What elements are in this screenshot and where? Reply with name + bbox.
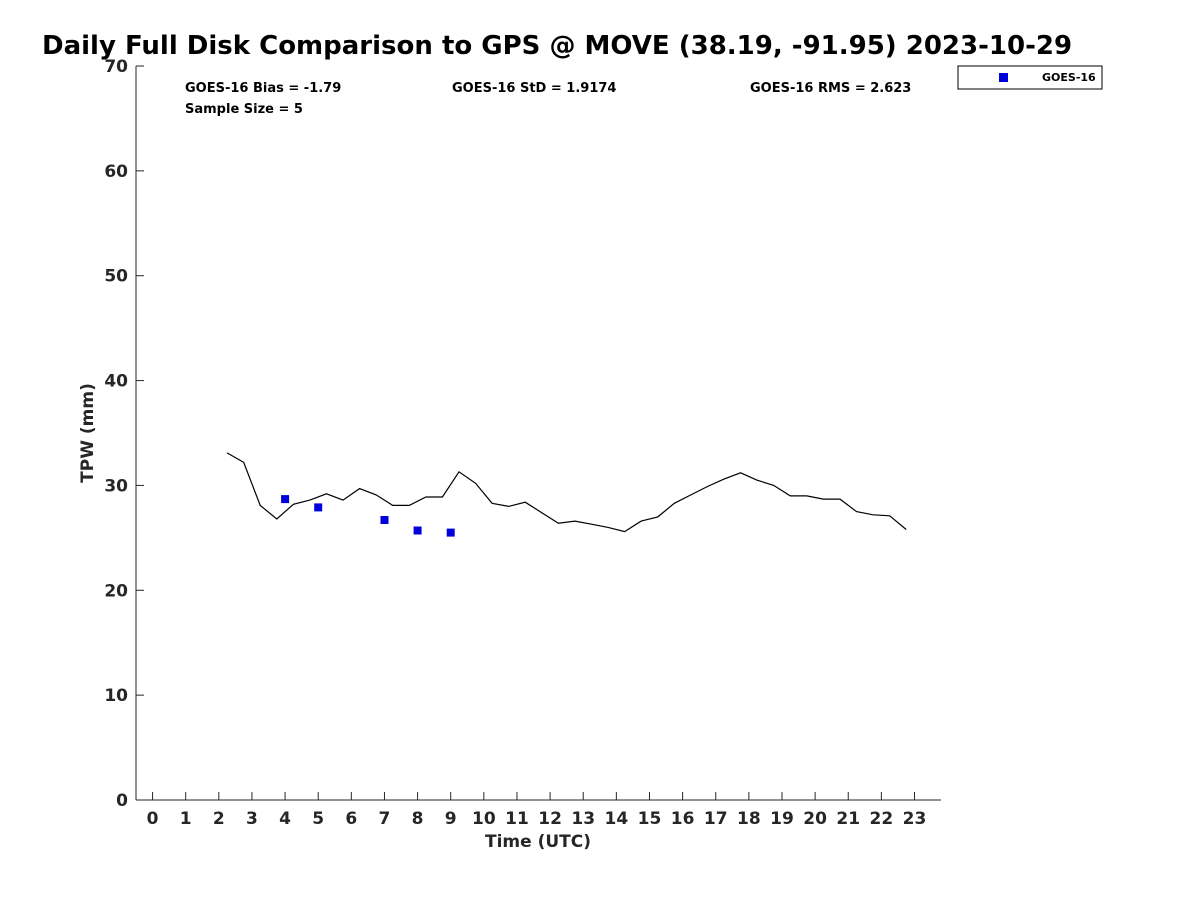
y-tick-label: 60 — [104, 162, 128, 182]
x-tick-label: 11 — [505, 809, 529, 829]
legend-label-goes16: GOES-16 — [1042, 71, 1096, 84]
y-axis-label: TPW (mm) — [78, 383, 98, 483]
x-tick-label: 12 — [538, 809, 562, 829]
x-axis-label: Time (UTC) — [485, 832, 591, 852]
y-tick-label: 10 — [104, 686, 128, 706]
y-tick-label: 40 — [104, 372, 128, 392]
legend: GOES-16 — [957, 65, 1103, 90]
x-tick-label: 3 — [246, 809, 258, 829]
x-tick-label: 20 — [803, 809, 827, 829]
goes16-point — [314, 503, 323, 512]
sample-size-stat: Sample Size = 5 — [185, 102, 303, 117]
x-tick-label: 1 — [180, 809, 192, 829]
x-tick-label: 13 — [571, 809, 595, 829]
x-tick-label: 9 — [445, 809, 457, 829]
legend-marker-goes16 — [999, 73, 1008, 82]
std-stat: GOES-16 StD = 1.9174 — [452, 81, 616, 96]
x-tick-label: 4 — [279, 809, 291, 829]
x-tick-label: 15 — [638, 809, 662, 829]
x-tick-label: 2 — [213, 809, 225, 829]
chart-title: Daily Full Disk Comparison to GPS @ MOVE… — [42, 31, 1072, 61]
goes16-point — [446, 528, 455, 537]
x-tick-label: 18 — [737, 809, 761, 829]
x-tick-label: 5 — [312, 809, 324, 829]
legend-box — [957, 65, 1103, 90]
y-tick-label: 0 — [116, 791, 128, 811]
y-tick-label: 50 — [104, 267, 128, 287]
x-tick-label: 8 — [412, 809, 424, 829]
y-tick-label: 20 — [104, 581, 128, 601]
x-tick-label: 21 — [836, 809, 860, 829]
x-tick-label: 7 — [379, 809, 391, 829]
y-tick-label: 30 — [104, 476, 128, 496]
x-tick-label: 16 — [671, 809, 695, 829]
x-tick-label: 14 — [605, 809, 629, 829]
bias-stat: GOES-16 Bias = -1.79 — [185, 81, 341, 96]
x-tick-label: 17 — [704, 809, 728, 829]
rms-stat: GOES-16 RMS = 2.623 — [750, 81, 911, 96]
gps-tpw-line — [226, 452, 907, 533]
plot-area — [226, 452, 907, 537]
x-tick-label: 22 — [870, 809, 894, 829]
x-tick-label: 10 — [472, 809, 496, 829]
x-tick-label: 19 — [770, 809, 794, 829]
goes16-point — [380, 516, 389, 524]
x-tick-label: 6 — [345, 809, 357, 829]
x-tick-label: 0 — [147, 809, 159, 829]
goes16-point — [281, 495, 290, 504]
x-tick-label: 23 — [903, 809, 927, 829]
y-tick-label: 70 — [104, 57, 128, 77]
goes16-point — [413, 526, 422, 535]
